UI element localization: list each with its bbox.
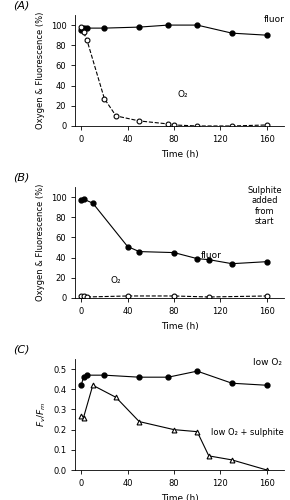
X-axis label: Time (h): Time (h) <box>161 150 199 158</box>
Text: fluor: fluor <box>263 15 284 24</box>
Text: (B): (B) <box>13 172 29 182</box>
X-axis label: Time (h): Time (h) <box>161 322 199 330</box>
Text: O₂: O₂ <box>178 90 188 100</box>
Y-axis label: $F_v/F_m$: $F_v/F_m$ <box>35 402 48 427</box>
Text: fluor: fluor <box>201 252 222 260</box>
Y-axis label: Oxygen & Fluorescence (%): Oxygen & Fluorescence (%) <box>36 184 45 301</box>
Y-axis label: Oxygen & Fluorescence (%): Oxygen & Fluorescence (%) <box>36 12 45 129</box>
X-axis label: Time (h): Time (h) <box>161 494 199 500</box>
Text: (A): (A) <box>13 0 29 10</box>
Text: low O₂ + sulphite: low O₂ + sulphite <box>211 428 284 437</box>
Text: low O₂: low O₂ <box>253 358 282 367</box>
Text: Sulphite
added
from
start: Sulphite added from start <box>247 186 282 226</box>
Text: O₂: O₂ <box>111 276 122 285</box>
Text: (C): (C) <box>13 344 29 354</box>
